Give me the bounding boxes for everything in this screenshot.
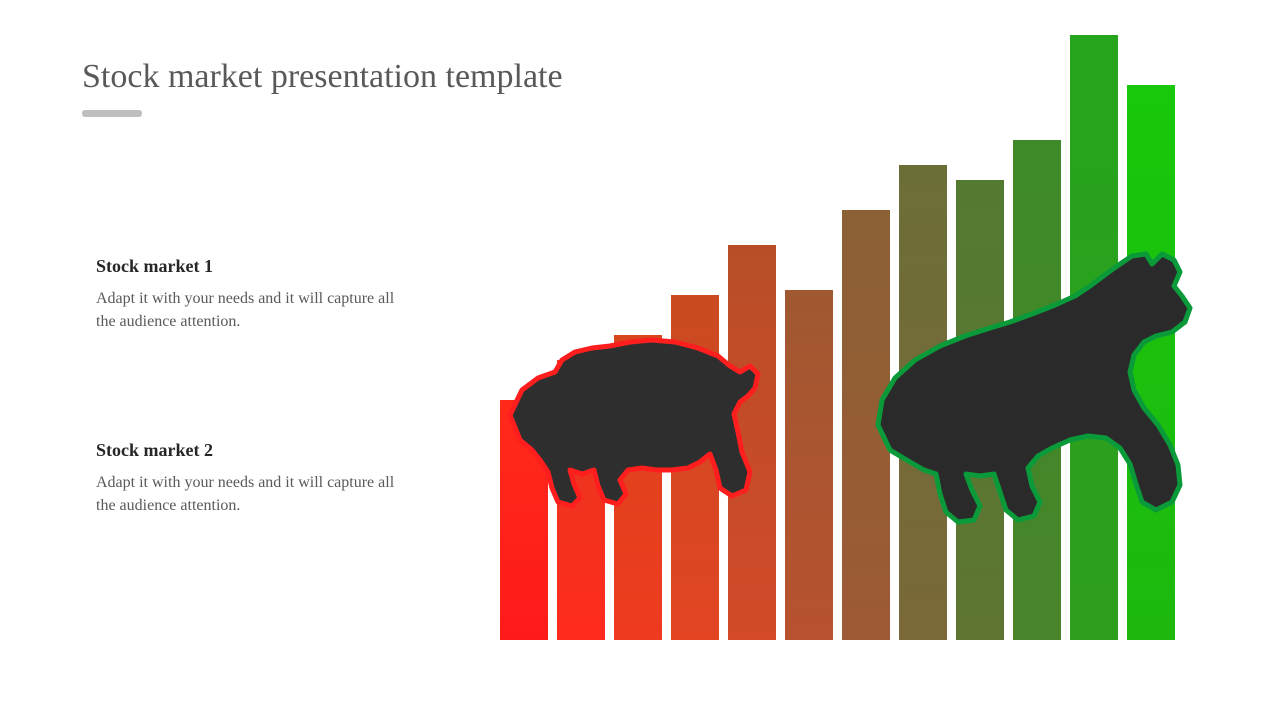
bear-icon [500,320,770,510]
bull-icon [860,250,1200,530]
section-2-heading: Stock market 2 [96,440,406,461]
section-1: Stock market 1 Adapt it with your needs … [96,256,406,333]
slide-title: Stock market presentation template [82,58,563,96]
section-1-body: Adapt it with your needs and it will cap… [96,287,406,333]
section-1-heading: Stock market 1 [96,256,406,277]
section-2-body: Adapt it with your needs and it will cap… [96,471,406,517]
section-2: Stock market 2 Adapt it with your needs … [96,440,406,517]
title-underline [82,110,142,117]
bar-6 [785,290,833,640]
